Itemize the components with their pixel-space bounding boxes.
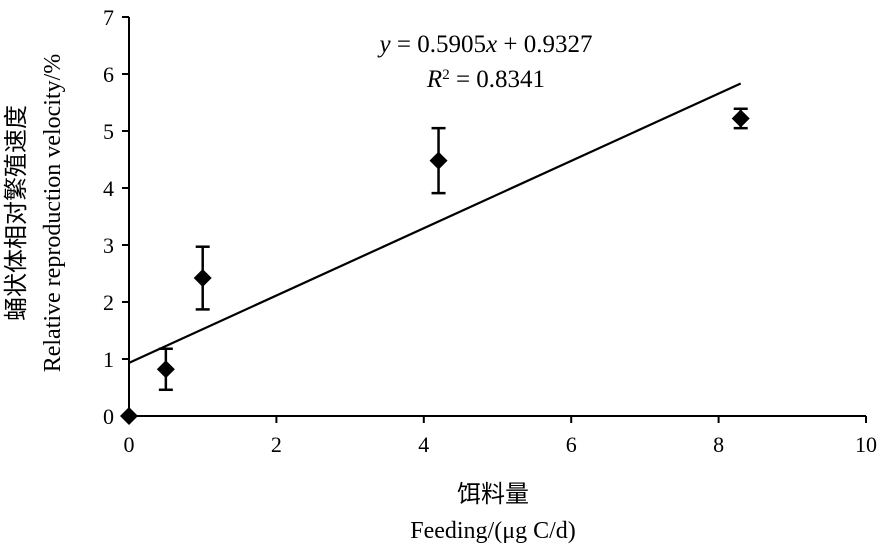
x-tick-label: 4 (418, 432, 429, 457)
y-axis-title-en: Relative reproduction velocity/% (40, 54, 66, 373)
data-point (120, 407, 138, 425)
y-tick-label: 3 (103, 233, 114, 258)
data-point (731, 109, 750, 128)
trendline (128, 82, 742, 364)
y-tick-label: 6 (103, 62, 114, 87)
ticks: 0 1 2 3 4 5 6 7 0 2 4 6 8 10 (103, 5, 877, 457)
x-tick-label: 2 (271, 432, 282, 457)
x-axis-title-en: Feeding/(μg C/d) (410, 518, 576, 544)
data-point (429, 151, 448, 170)
x-axis-title-cn: 饵料量 (457, 481, 529, 508)
x-tick-label: 0 (124, 432, 135, 457)
y-tick-label: 5 (103, 119, 114, 144)
data-points (120, 109, 750, 425)
data-point (193, 269, 212, 288)
x-tick-label: 8 (713, 432, 724, 457)
y-tick-label: 1 (103, 347, 114, 372)
y-tick-label: 2 (103, 290, 114, 315)
trendline-group (128, 82, 742, 364)
r-squared: R2 = 0.8341 (426, 66, 545, 93)
equation: y = 0.5905x + 0.9327 (377, 31, 593, 58)
y-tick-label: 7 (103, 5, 114, 30)
axes (128, 17, 866, 417)
x-tick-label: 6 (566, 432, 577, 457)
y-tick-label: 0 (103, 404, 114, 429)
y-axis-title-cn: 蛹状体相对繁殖速度 (3, 105, 30, 321)
error-bars (158, 107, 748, 392)
y-tick-label: 4 (103, 176, 114, 201)
x-tick-label: 10 (855, 432, 877, 457)
data-point (156, 360, 175, 379)
